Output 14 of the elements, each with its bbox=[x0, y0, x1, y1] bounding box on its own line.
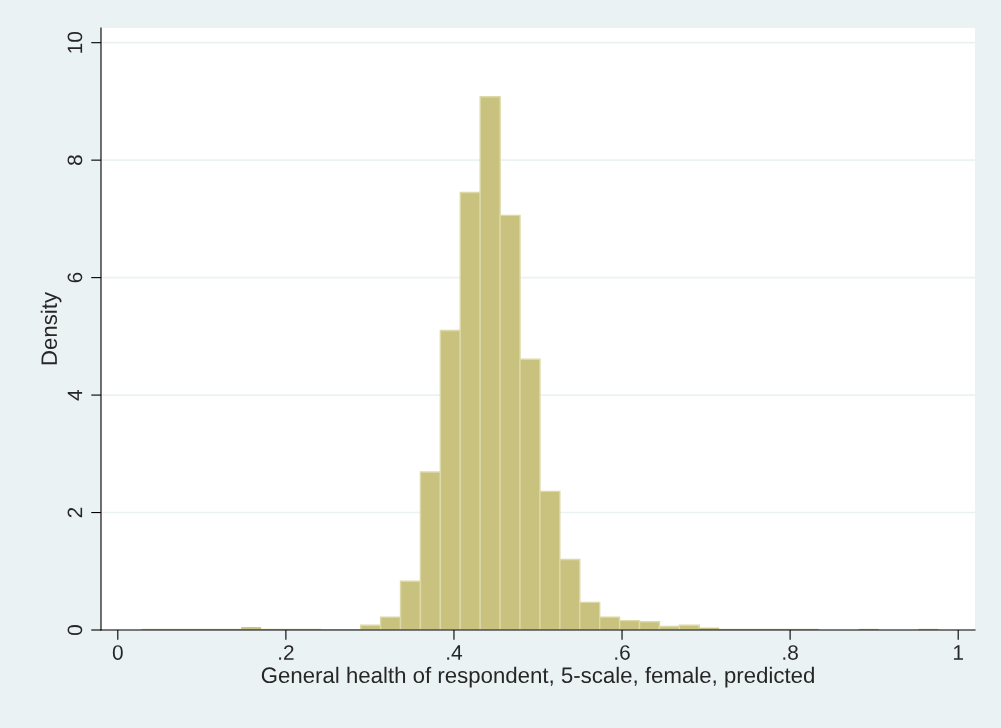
y-tick-label: 6 bbox=[67, 272, 83, 283]
x-tick-label: .4 bbox=[447, 645, 463, 660]
x-tick-label: .8 bbox=[783, 645, 798, 660]
x-axis-title: General health of respondent, 5-scale, female, predicted bbox=[261, 666, 814, 688]
x-tick-label: 0 bbox=[112, 645, 123, 660]
x-tick-label: .2 bbox=[279, 645, 294, 660]
y-tick-label: 10 bbox=[67, 31, 83, 53]
y-tick-label: 8 bbox=[67, 155, 83, 166]
y-tick-label: 2 bbox=[67, 507, 83, 518]
y-tick-label: 0 bbox=[67, 625, 83, 635]
x-tick-label: 1 bbox=[953, 645, 963, 660]
y-axis-title: Density bbox=[40, 291, 62, 365]
y-tick-label: 4 bbox=[67, 389, 83, 401]
x-tick-label: .6 bbox=[615, 645, 630, 660]
